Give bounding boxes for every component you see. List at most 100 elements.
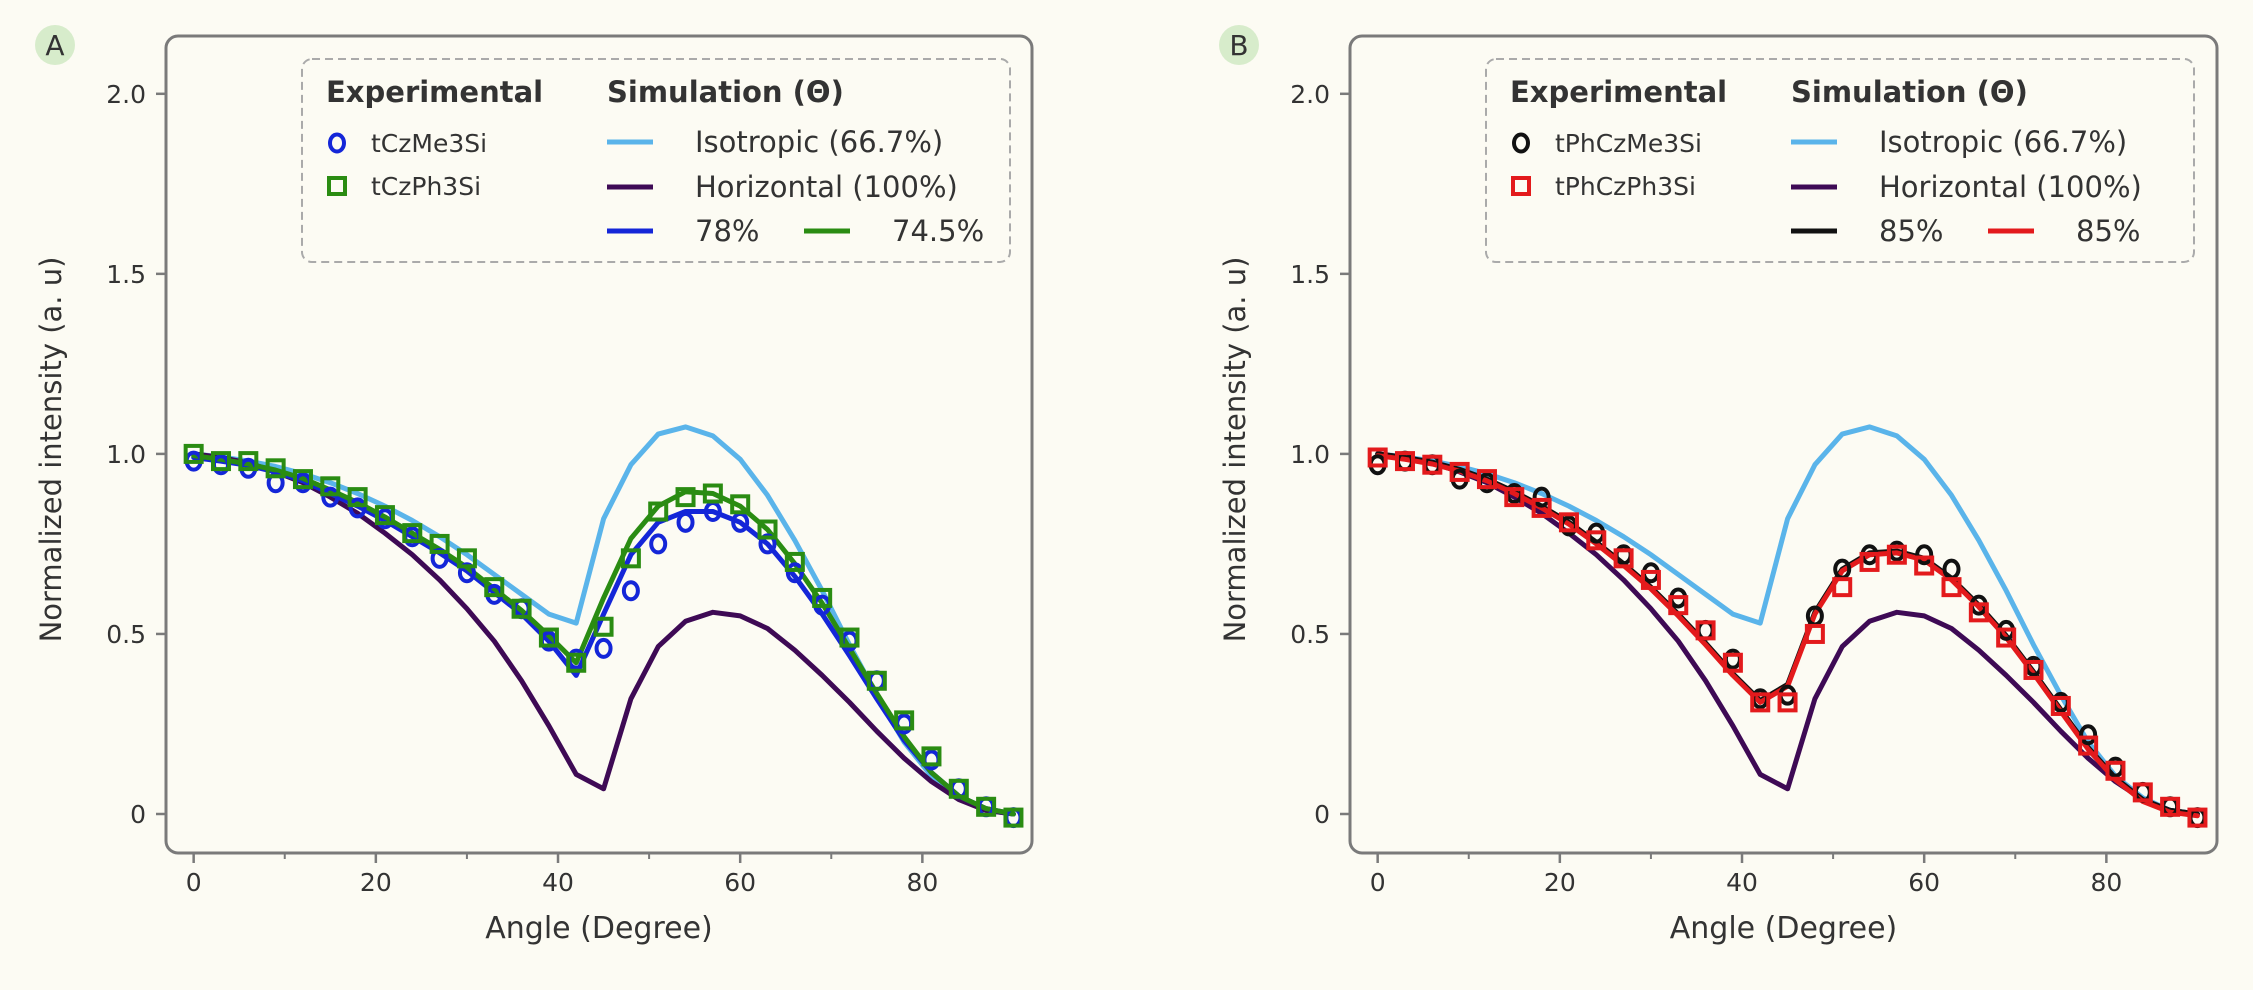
data-point-circle	[1915, 544, 1934, 566]
data-point-square	[675, 487, 696, 508]
plot-frame	[164, 34, 1034, 855]
data-point-square	[2105, 760, 2126, 781]
y-tick-label: 0.5	[106, 620, 146, 649]
data-point-square	[1886, 544, 1907, 565]
data-point-circle	[266, 472, 285, 494]
legend-box	[1485, 58, 2195, 263]
data-point-circle	[649, 533, 668, 555]
y-axis-label: Normalized intensity (a. u)	[34, 257, 68, 643]
data-point-square	[620, 548, 641, 569]
data-point-square	[238, 451, 259, 472]
x-axis-label: Angle (Degree)	[485, 911, 713, 946]
data-point-square	[2187, 807, 2208, 828]
data-point-square	[648, 501, 669, 522]
data-point-square	[456, 548, 477, 569]
data-point-square	[1558, 512, 1579, 533]
y-tick-label: 1.0	[106, 440, 146, 469]
panel-b: B 0 0.5 1.0 1.5 2.0 0 20 40 60 80 Angle (Degree) Nor…	[1218, 25, 2219, 946]
data-point-square	[402, 523, 423, 544]
data-point-square	[812, 587, 833, 608]
data-point-square	[347, 487, 368, 508]
data-point-square	[1449, 461, 1470, 482]
data-point-square	[1722, 652, 1743, 673]
series-markers	[184, 450, 1023, 829]
data-point-square	[538, 627, 559, 648]
data-point-circle	[785, 562, 804, 584]
data-point-square	[1668, 595, 1689, 616]
legend-label: 85%	[2076, 214, 2140, 248]
x-tick-label: 40	[1726, 868, 1758, 897]
legend-label: tPhCzPh3Si	[1555, 172, 1696, 201]
plot-frame	[1348, 34, 2219, 855]
data-point-circle	[430, 547, 449, 569]
data-point-square	[1777, 692, 1798, 713]
y-tick-label: 0.5	[1290, 620, 1330, 649]
data-point-square	[730, 494, 751, 515]
data-point-square	[1504, 487, 1525, 508]
legend-marker-square	[1511, 176, 1531, 196]
x-tick-label: 40	[542, 868, 574, 897]
legend-label: 74.5%	[892, 214, 984, 248]
data-point-square	[1996, 627, 2017, 648]
data-point-square	[1613, 548, 1634, 569]
legend-experimental-title: Experimental	[326, 75, 543, 109]
x-tick-label: 80	[906, 868, 938, 897]
data-point-square	[1832, 577, 1853, 598]
data-point-square	[921, 746, 942, 767]
data-point-square	[2023, 659, 2044, 680]
data-point-circle	[321, 486, 340, 508]
x-tick-label: 0	[1370, 868, 1386, 897]
series-markers	[183, 443, 1024, 828]
data-point-square	[839, 627, 860, 648]
data-point-square	[2050, 695, 2071, 716]
data-point-square	[784, 551, 805, 572]
data-point-square	[292, 469, 313, 490]
legend-marker-square	[327, 176, 347, 196]
data-point-square	[702, 483, 723, 504]
data-point-square	[320, 476, 341, 497]
x-tick-label: 20	[1544, 868, 1576, 897]
data-point-square	[2078, 735, 2099, 756]
legend-label: tCzPh3Si	[371, 172, 481, 201]
legend-label: Horizontal (100%)	[695, 170, 958, 204]
data-point-square	[1941, 577, 1962, 598]
legend-box	[301, 58, 1011, 263]
y-tick-label: 0	[130, 800, 146, 829]
data-point-square	[210, 451, 231, 472]
data-point-square	[1422, 454, 1443, 475]
legend-label: 78%	[695, 214, 759, 248]
x-axis-label: Angle (Degree)	[1670, 911, 1898, 946]
legend-label: Isotropic (66.7%)	[1879, 125, 2127, 159]
data-point-square	[183, 443, 204, 464]
data-point-square	[374, 505, 395, 526]
data-point-circle	[2079, 724, 2098, 746]
data-point-circle	[594, 637, 613, 659]
legend-marker-circle	[1512, 132, 1530, 154]
panel-a: A 0 0.5 1.0 1.5 2.0 0 20 40 60 80 Angle (Degree) Nor…	[34, 25, 1034, 946]
data-point-circle	[676, 511, 695, 533]
legend-label: Isotropic (66.7%)	[695, 125, 943, 159]
legend-label: 85%	[1879, 214, 1943, 248]
data-point-square	[593, 616, 614, 637]
y-tick-label: 0	[1314, 800, 1330, 829]
series-line	[191, 451, 1016, 817]
series-line	[1375, 451, 2200, 817]
data-point-square	[948, 778, 969, 799]
data-point-square	[1914, 555, 1935, 576]
data-point-square	[1367, 447, 1388, 468]
panel-badge	[1219, 25, 1259, 65]
legend-marker-circle	[328, 132, 346, 154]
x-tick-label: 0	[186, 868, 202, 897]
x-tick-label: 80	[2090, 868, 2122, 897]
data-point-square	[1531, 497, 1552, 518]
legend-experimental-title: Experimental	[1510, 75, 1727, 109]
panel-label: A	[45, 29, 64, 62]
panel-badge	[35, 25, 75, 65]
y-tick-label: 2.0	[106, 80, 146, 109]
data-point-square	[566, 652, 587, 673]
data-point-square	[1003, 807, 1024, 828]
legend-label: Horizontal (100%)	[1879, 170, 2142, 204]
y-tick-label: 1.5	[106, 260, 146, 289]
